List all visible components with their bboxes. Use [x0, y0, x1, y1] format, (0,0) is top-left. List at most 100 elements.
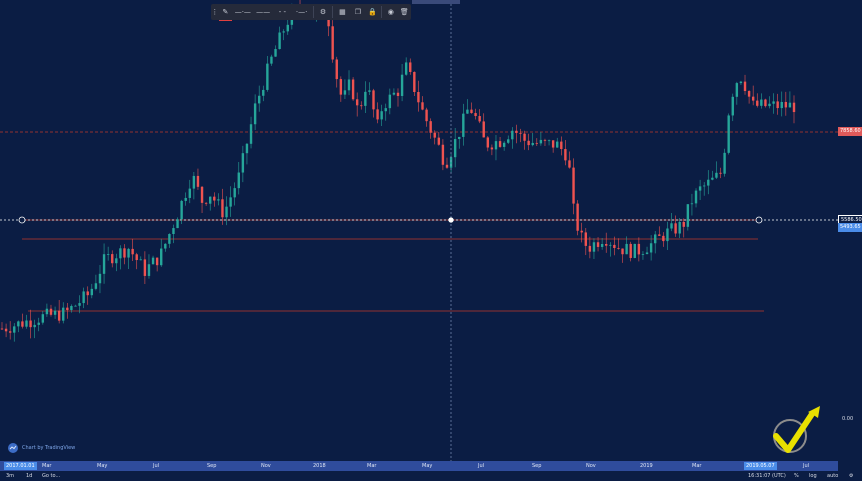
candle-body — [388, 94, 392, 109]
lock-icon[interactable]: 🔒 — [367, 8, 377, 16]
time-axis[interactable]: 2017.01.01 Mar May Jul Sep Nov 2018 Mar … — [0, 461, 838, 471]
line-style-solid-icon[interactable]: —·— — [234, 8, 251, 16]
utc-clock[interactable]: 16:31:07 (UTC) — [748, 473, 786, 479]
anchor-left-handle[interactable] — [18, 216, 26, 224]
log-scale-toggle[interactable]: log — [809, 473, 817, 479]
line-style-dashed-icon[interactable]: - - — [278, 8, 286, 16]
candle-body — [494, 141, 498, 150]
candle-body — [462, 113, 465, 137]
candle-body — [347, 79, 351, 91]
candle-body — [482, 121, 485, 138]
chart-settings-gear-icon[interactable]: ⚙ — [849, 473, 854, 479]
candle-body — [609, 244, 612, 246]
candle-body — [213, 196, 216, 201]
candle-body — [694, 190, 698, 204]
candle-body — [168, 234, 171, 244]
candle-body — [111, 254, 114, 264]
candle-body — [588, 245, 592, 252]
candle-body — [621, 248, 624, 255]
range-1d-button[interactable]: 1d — [26, 473, 33, 479]
eye-icon[interactable]: ◉ — [387, 8, 394, 16]
candle-body — [629, 243, 632, 258]
candle-body — [331, 26, 334, 60]
candle-body — [241, 153, 245, 173]
candle-body — [649, 243, 653, 253]
candle-body — [751, 96, 755, 101]
candle-body — [270, 56, 273, 64]
candle-body — [74, 305, 77, 307]
candle-body — [768, 103, 771, 107]
candle-body — [45, 308, 49, 315]
candle-body — [474, 113, 477, 117]
tradingview-branding[interactable]: Chart by TradingView — [8, 443, 75, 453]
pencil-icon[interactable]: ✎ — [218, 4, 233, 21]
auto-scale-toggle[interactable]: auto — [827, 473, 839, 479]
drag-handle-icon[interactable]: ⋮ — [211, 8, 219, 16]
candle-body — [413, 71, 416, 93]
candle-body — [678, 221, 681, 234]
candle-body — [86, 291, 89, 296]
candle-body — [551, 140, 555, 148]
candle-body — [409, 62, 412, 72]
candle-body — [743, 81, 747, 92]
candle-body — [253, 103, 257, 125]
candle-body — [429, 121, 432, 133]
candle-body — [17, 321, 20, 327]
zero-price-label: 0.00 — [842, 416, 854, 422]
candle-body — [209, 196, 212, 204]
drawing-toolbar[interactable]: ⋮ ✎ —·— —— - - ·—· ⚙ ▦ ❐ 🔒 ◉ 🗑 — [211, 4, 411, 21]
candle-body — [453, 139, 457, 158]
gear-icon[interactable]: ⚙ — [319, 8, 327, 16]
clone-icon[interactable]: ❐ — [354, 8, 361, 16]
candle-body — [37, 322, 40, 325]
candle-body — [527, 140, 530, 146]
candle-body — [278, 32, 281, 50]
time-tick: 2019 — [640, 463, 653, 469]
range-3m-button[interactable]: 3m — [6, 473, 15, 479]
line-extend-icon[interactable]: ·—· — [295, 8, 308, 16]
candle-body — [788, 102, 792, 108]
crosshair-center-dot[interactable] — [448, 217, 454, 223]
candle-body — [90, 288, 94, 296]
percent-scale-toggle[interactable]: % — [794, 473, 799, 479]
candle-body — [723, 152, 726, 174]
candle-body — [172, 228, 175, 235]
candle-body — [13, 326, 16, 333]
candle-body — [98, 273, 102, 284]
time-tick: Jul — [478, 463, 485, 469]
candle-body — [645, 252, 649, 255]
goto-date-button[interactable]: Go to... — [42, 473, 61, 479]
candle-body — [396, 92, 400, 96]
anchor-right-handle[interactable] — [755, 216, 763, 224]
template-icon[interactable]: ▦ — [339, 8, 346, 16]
time-tick: Mar — [367, 463, 377, 469]
candle-body — [466, 109, 469, 114]
candle-body — [702, 185, 706, 187]
candle-body — [478, 116, 481, 122]
candle-body — [576, 203, 579, 231]
candle-body — [564, 149, 567, 161]
candle-body — [82, 291, 85, 304]
candle-body — [106, 254, 110, 255]
candle-body — [502, 142, 506, 147]
candle-body — [490, 147, 494, 150]
top-scrollbar-stub[interactable] — [412, 0, 460, 4]
candle-body — [747, 91, 751, 97]
time-tick: Jul — [153, 463, 160, 469]
candle-body — [368, 90, 371, 92]
candle-body — [425, 109, 428, 122]
price-chart[interactable] — [0, 0, 838, 461]
time-tick: Nov — [586, 463, 596, 469]
candle-body — [21, 321, 24, 327]
candle-body — [637, 243, 641, 255]
candle-series — [0, 0, 796, 342]
line-width-icon[interactable]: —— — [256, 8, 271, 16]
candle-body — [739, 81, 743, 84]
candle-body — [62, 307, 65, 321]
price-tag: 5493.65 — [838, 223, 862, 232]
candle-body — [25, 320, 28, 327]
candle-body — [102, 254, 106, 274]
candle-body — [437, 137, 441, 145]
trash-icon[interactable]: 🗑 — [399, 8, 409, 16]
candle-body — [519, 132, 522, 134]
